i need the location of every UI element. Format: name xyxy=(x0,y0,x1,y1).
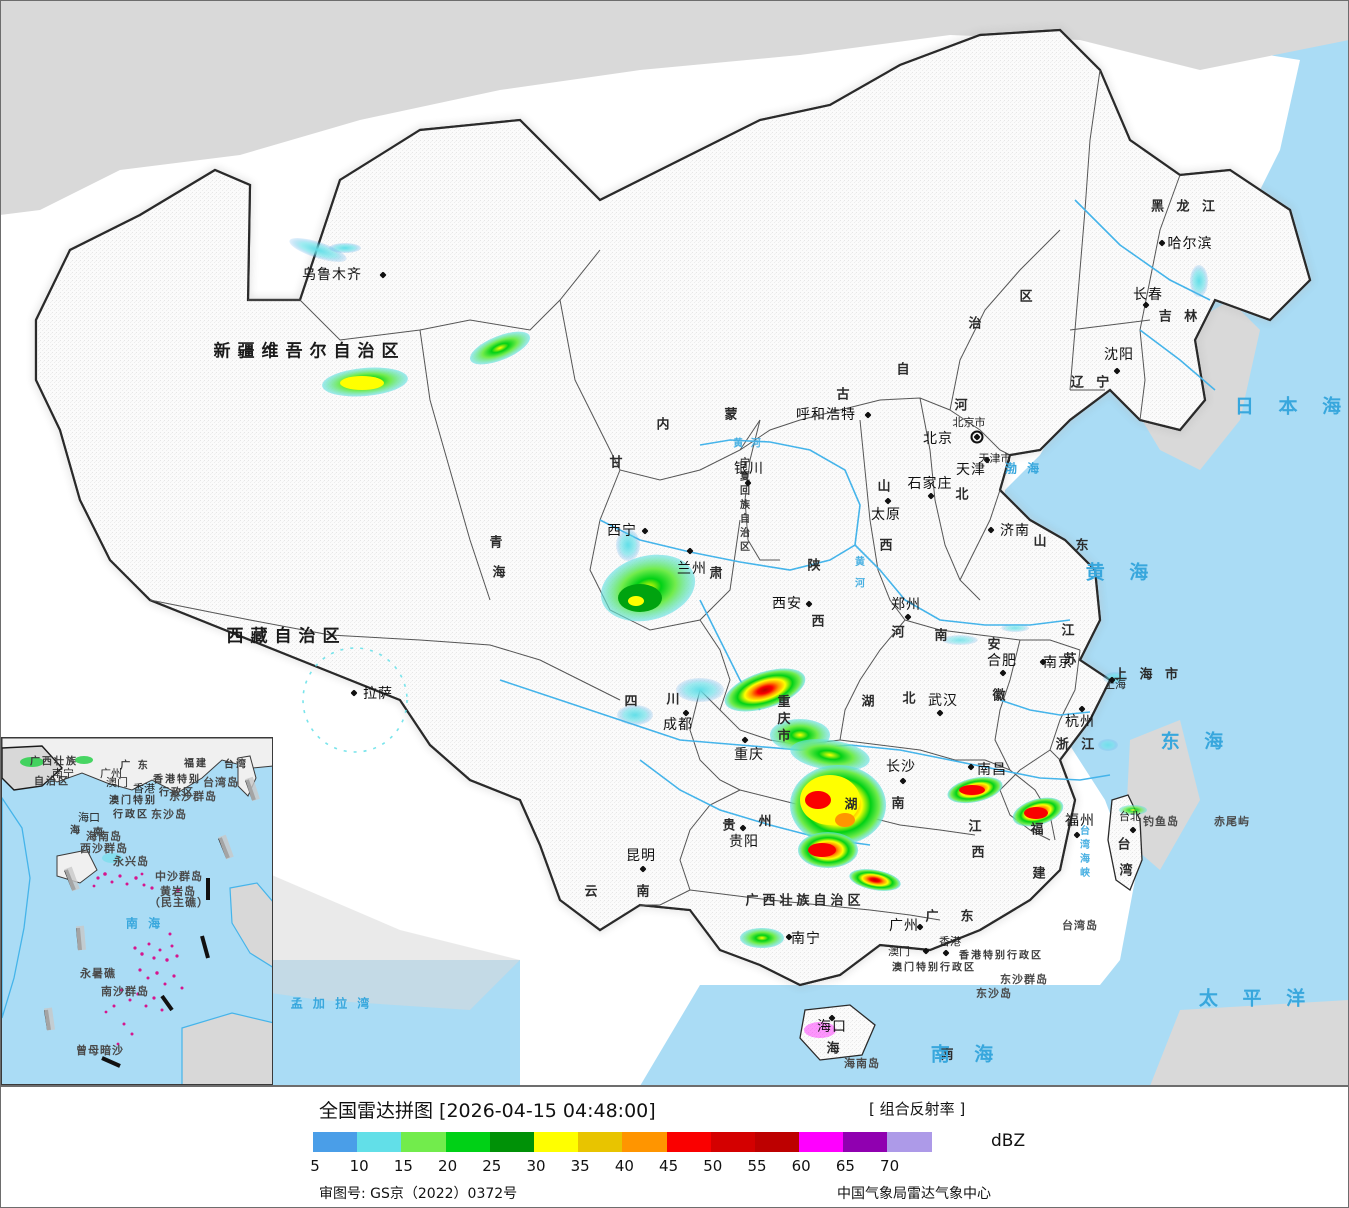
echo-guangxi xyxy=(740,928,784,948)
capital-marker-beijing xyxy=(970,430,984,444)
colorbar-swatch-65 xyxy=(843,1132,888,1152)
colorbar-swatch-30 xyxy=(533,1132,579,1152)
dbz-tick-35: 35 xyxy=(570,1157,590,1175)
map-approval-number: 审图号: GS京（2022）0372号 xyxy=(319,1186,518,1202)
colorbar-swatch-25 xyxy=(489,1132,534,1152)
legend-product-type: [ 组合反射率 ] xyxy=(869,1100,966,1118)
dbz-unit-label: dBZ xyxy=(991,1131,1026,1151)
dbz-tick-40: 40 xyxy=(614,1157,634,1175)
colorbar-swatch-15 xyxy=(401,1132,446,1152)
dbz-tick-50: 50 xyxy=(703,1157,723,1175)
echo-anhui-scatter xyxy=(942,624,1127,684)
dbz-tick-60: 60 xyxy=(791,1157,811,1175)
inset-geography xyxy=(2,738,272,1084)
dbz-tick-10: 10 xyxy=(349,1157,369,1175)
echo-xinjiang-north xyxy=(289,238,361,262)
radar-map[interactable]: 新疆维吾尔自治区 西藏自治区青海甘肃内蒙古自治区黑 龙 江吉 林辽 宁河北山西山东… xyxy=(0,0,1349,1086)
colorbar-swatch-60 xyxy=(799,1132,844,1152)
colorbar-swatch-50 xyxy=(710,1132,755,1152)
dbz-tick-55: 55 xyxy=(747,1157,767,1175)
echo-jilin xyxy=(1190,265,1208,297)
echo-fujian xyxy=(1012,797,1064,827)
colorbar-swatch-45 xyxy=(666,1132,711,1152)
dbz-tick-25: 25 xyxy=(482,1157,502,1175)
legend-title: 全国雷达拼图 [2026-04-15 04:48:00] xyxy=(319,1100,656,1122)
taiwan-island xyxy=(1107,794,1143,892)
dbz-tick-45: 45 xyxy=(659,1157,679,1175)
legend-panel: 全国雷达拼图 [2026-04-15 04:48:00] [ 组合反射率 ] d… xyxy=(0,1086,1349,1208)
south-china-sea-inset[interactable]: 广西壮族 自治区广 东广州 南宁 福建 台湾 香港特别 行政区 澳门特别 行政区 澳门 香港 台湾岛东… xyxy=(1,737,273,1085)
radar-echo-layer xyxy=(289,238,1208,1038)
dbz-tick-5: 5 xyxy=(310,1157,320,1175)
dbz-tick-30: 30 xyxy=(526,1157,546,1175)
province-boundaries xyxy=(149,69,1181,921)
dbz-tick-65: 65 xyxy=(835,1157,855,1175)
echo-xinjiang-east xyxy=(469,331,531,365)
colorbar-swatch-20 xyxy=(445,1132,490,1152)
echo-east-sea xyxy=(1098,739,1147,815)
hainan-island xyxy=(799,1004,876,1061)
echo-jiangxi xyxy=(947,776,1003,804)
map-geography-layer xyxy=(0,0,1349,1086)
colorbar-swatch-10 xyxy=(357,1132,402,1152)
colorbar-swatch-35 xyxy=(578,1132,623,1152)
echo-tibet xyxy=(302,647,408,753)
dbz-colorbar[interactable] xyxy=(313,1132,932,1152)
echo-xinjiang-south xyxy=(322,367,408,397)
dbz-tick-20: 20 xyxy=(438,1157,458,1175)
echo-gansu xyxy=(600,529,696,622)
colorbar-swatch-40 xyxy=(622,1132,667,1152)
echo-hainan xyxy=(804,1022,836,1038)
colorbar-swatch-55 xyxy=(754,1132,800,1152)
echo-sichuan-chongqing xyxy=(617,668,870,771)
dbz-tick-labels: 5 10 15 20 25 30 35 40 45 50 55 60 65 70 xyxy=(310,1157,993,1177)
dbz-tick-70: 70 xyxy=(880,1157,900,1175)
issuing-agency: 中国气象局雷达气象中心 xyxy=(837,1186,991,1202)
dbz-tick-15: 15 xyxy=(393,1157,413,1175)
colorbar-swatch-70 xyxy=(887,1132,932,1152)
echo-hunan-guizhou xyxy=(790,765,901,891)
colorbar-swatch-5 xyxy=(313,1132,358,1152)
